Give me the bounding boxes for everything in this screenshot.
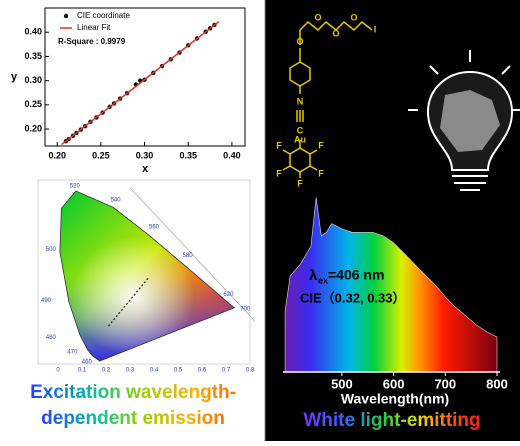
excitation-value: =406 nm xyxy=(328,267,384,283)
cie-wavelength-label: 460 xyxy=(82,360,93,366)
x-tick-label: 700 xyxy=(434,376,456,391)
caption-right: White light-emitting xyxy=(303,410,480,431)
cie-diagram: 0 0.1 0.2 0.3 0.4 0.5 0.6 0.7 0.8 520 540 500 560 490… xyxy=(37,179,256,374)
excitation-subscript: ex xyxy=(318,275,328,285)
caption-left: dependent emission xyxy=(41,408,225,429)
caption-left: Excitation wavelength- xyxy=(30,382,236,403)
cie-tick-label: 0.5 xyxy=(174,368,183,374)
x-tick-label: 600 xyxy=(383,376,405,391)
x-tick-label: 800 xyxy=(486,376,508,391)
cie-wavelength-label: 540 xyxy=(111,198,122,204)
y-tick-label: 0.40 xyxy=(24,27,42,37)
y-tick-label: 0.35 xyxy=(24,51,42,61)
atom-label: O xyxy=(350,12,357,22)
legend-label: Linear Fit xyxy=(77,23,111,32)
spectrum-area xyxy=(284,197,498,373)
cie-tick-label: 0.4 xyxy=(150,368,159,374)
atom-label: F xyxy=(318,140,324,150)
atom-label: O xyxy=(332,28,339,38)
atom-label: Au xyxy=(294,134,306,144)
right-panel xyxy=(265,0,520,441)
atom-label: F xyxy=(318,168,324,178)
excitation-symbol: λ xyxy=(309,267,318,284)
atom-label: O xyxy=(314,12,321,22)
cie-tick-label: 0.3 xyxy=(126,368,135,374)
y-axis-label: y xyxy=(11,71,18,83)
cie-value: CIE（0.32, 0.33） xyxy=(300,290,406,305)
cie-tick-label: 0.8 xyxy=(246,368,255,374)
cie-tick-label: 0.6 xyxy=(198,368,207,374)
atom-label: C xyxy=(297,125,304,135)
x-tick-label: 0.40 xyxy=(223,150,241,160)
cie-wavelength-label: 500 xyxy=(46,247,57,253)
atom-label: F xyxy=(276,168,282,178)
atom-label: F xyxy=(276,140,282,150)
y-tick-label: 0.20 xyxy=(24,123,42,133)
legend-swatch xyxy=(63,13,69,19)
cie-frame xyxy=(37,179,251,365)
left-panel xyxy=(0,0,265,441)
fit-line xyxy=(61,20,220,146)
x-tick-label: 0.30 xyxy=(136,150,154,160)
x-axis-label: x xyxy=(142,163,149,175)
cie-tick-label: 0.1 xyxy=(78,368,87,374)
x-tick-label: 0.20 xyxy=(48,150,66,160)
x-tick-label: 0.35 xyxy=(179,150,197,160)
cie-wavelength-label: 480 xyxy=(46,335,57,341)
cie-wavelength-label: 700 xyxy=(240,306,251,312)
y-tick-label: 0.25 xyxy=(24,99,42,109)
cie-locus xyxy=(59,190,236,362)
cie-tick-label: 0.7 xyxy=(222,368,231,374)
cie-wavelength-label: 490 xyxy=(41,298,52,304)
fit-annotation: R-Square : 0.9979 xyxy=(58,37,126,46)
cie-track xyxy=(107,276,150,327)
cie-wavelength-label: 580 xyxy=(183,253,194,259)
atom-label: O xyxy=(296,36,303,46)
cie-guide xyxy=(129,187,256,322)
cie-tick-label: 0.2 xyxy=(102,368,111,374)
cie-tick-label: 0 xyxy=(56,368,60,374)
x-tick-label: 500 xyxy=(331,376,353,391)
cie-wavelength-label: 560 xyxy=(149,224,160,230)
legend-label: CIE coordinate xyxy=(77,11,130,20)
cie-wavelength-label: 470 xyxy=(67,349,78,355)
molecule xyxy=(282,20,373,178)
x-tick-label: 0.25 xyxy=(92,150,110,160)
atom-label: I xyxy=(374,24,377,34)
cie-wavelength-label: 620 xyxy=(223,292,234,298)
cie-wavelength-label: 520 xyxy=(70,183,81,189)
atom-label: N xyxy=(297,96,304,106)
x-axis-label: Wavelength(nm) xyxy=(341,391,449,407)
cie-gamut xyxy=(59,191,235,361)
y-tick-label: 0.30 xyxy=(24,75,42,85)
atom-label: F xyxy=(297,178,303,188)
light-bulb xyxy=(408,50,520,191)
